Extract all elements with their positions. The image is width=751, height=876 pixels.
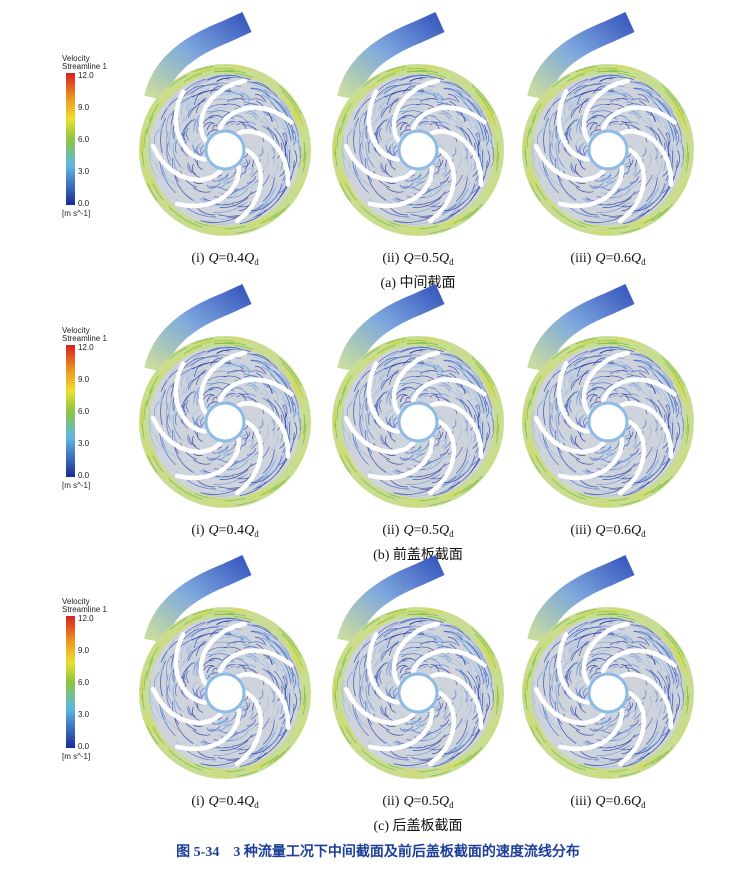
flow-symbol: Q xyxy=(439,794,449,809)
flow-subscript: d xyxy=(254,800,259,810)
case-label: (iii) xyxy=(570,794,591,809)
colorbar xyxy=(66,73,75,205)
legend-subtitle: Streamline 1 xyxy=(62,605,107,614)
flow-symbol: Q xyxy=(403,794,413,809)
flow-symbol: Q xyxy=(595,251,605,266)
case-label: (i) xyxy=(191,523,205,538)
panel-caption: (b) 前盖板截面 xyxy=(373,546,463,563)
flow-value: =0.4 xyxy=(219,523,244,538)
case-label: (iii) xyxy=(570,523,591,538)
case-label: (ii) xyxy=(382,251,399,266)
colorbar-tick-label: 3.0 xyxy=(78,167,90,176)
colorbar-tick-label: 9.0 xyxy=(78,646,90,655)
case-caption: (i) Q=0.4Qd xyxy=(191,251,259,267)
legend-subtitle: Streamline 1 xyxy=(62,334,107,343)
colorbar-tick-label: 6.0 xyxy=(78,135,90,144)
colorbar-unit: [m s^-1] xyxy=(62,209,90,218)
colorbar-unit: [m s^-1] xyxy=(62,481,90,490)
colorbar xyxy=(66,345,75,477)
colorbar-tick-label: 6.0 xyxy=(78,678,90,687)
flow-symbol: Q xyxy=(209,794,219,809)
flow-value: =0.6 xyxy=(606,523,631,538)
flow-subscript: d xyxy=(641,800,646,810)
flow-symbol: Q xyxy=(631,523,641,538)
colorbar-tick-label: 12.0 xyxy=(78,71,94,80)
case-label: (i) xyxy=(191,794,205,809)
flow-subscript: d xyxy=(254,257,259,267)
colorbar-tick-label: 9.0 xyxy=(78,375,90,384)
flow-symbol: Q xyxy=(595,794,605,809)
flow-symbol: Q xyxy=(439,251,449,266)
case-caption: (i) Q=0.4Qd xyxy=(191,523,259,539)
streamline-plot xyxy=(139,294,311,508)
flow-value: =0.4 xyxy=(219,251,244,266)
case-label: (i) xyxy=(191,251,205,266)
flow-subscript: d xyxy=(449,257,454,267)
streamline-plot xyxy=(332,22,504,236)
case-caption: (ii) Q=0.5Qd xyxy=(382,794,454,810)
case-caption: (ii) Q=0.5Qd xyxy=(382,523,454,539)
flow-symbol: Q xyxy=(595,523,605,538)
flow-subscript: d xyxy=(254,529,259,539)
flow-symbol: Q xyxy=(244,794,254,809)
case-label: (ii) xyxy=(382,794,399,809)
legend-title: Velocity xyxy=(62,597,90,606)
legend-title: Velocity xyxy=(62,54,90,63)
streamline-plot xyxy=(139,22,311,236)
case-label: (iii) xyxy=(570,251,591,266)
flow-value: =0.6 xyxy=(606,794,631,809)
case-caption: (ii) Q=0.5Qd xyxy=(382,251,454,267)
panel-caption: (c) 后盖板截面 xyxy=(373,818,462,834)
figure-caption: 图 5-34 3 种流量工况下中间截面及前后盖板截面的速度流线分布 xyxy=(176,843,580,860)
case-caption: (iii) Q=0.6Qd xyxy=(570,523,646,539)
flow-symbol: Q xyxy=(244,523,254,538)
colorbar xyxy=(66,616,75,748)
streamline-plot xyxy=(522,294,694,508)
flow-subscript: d xyxy=(641,257,646,267)
flow-value: =0.6 xyxy=(606,251,631,266)
panel-caption: (a) 中间截面 xyxy=(380,275,455,291)
colorbar-tick-label: 6.0 xyxy=(78,407,90,416)
streamline-plot xyxy=(332,294,504,508)
flow-symbol: Q xyxy=(244,251,254,266)
flow-value: =0.5 xyxy=(414,794,439,809)
flow-symbol: Q xyxy=(403,523,413,538)
colorbar-tick-label: 12.0 xyxy=(78,343,94,352)
case-label: (ii) xyxy=(382,523,399,538)
colorbar-tick-label: 12.0 xyxy=(78,614,94,623)
flow-value: =0.4 xyxy=(219,794,244,809)
flow-subscript: d xyxy=(449,529,454,539)
case-caption: (iii) Q=0.6Qd xyxy=(570,794,646,810)
colorbar-unit: [m s^-1] xyxy=(62,752,90,761)
colorbar-tick-label: 0.0 xyxy=(78,471,90,480)
colorbar-tick-label: 0.0 xyxy=(78,742,90,751)
legend-subtitle: Streamline 1 xyxy=(62,62,107,71)
colorbar-tick-label: 3.0 xyxy=(78,710,90,719)
flow-subscript: d xyxy=(449,800,454,810)
flow-value: =0.5 xyxy=(414,251,439,266)
flow-value: =0.5 xyxy=(414,523,439,538)
legend-title: Velocity xyxy=(62,326,90,335)
flow-symbol: Q xyxy=(209,251,219,266)
case-caption: (iii) Q=0.6Qd xyxy=(570,251,646,267)
flow-symbol: Q xyxy=(631,251,641,266)
streamline-plot xyxy=(332,565,504,779)
flow-symbol: Q xyxy=(403,251,413,266)
flow-symbol: Q xyxy=(439,523,449,538)
streamline-plot xyxy=(522,565,694,779)
case-caption: (i) Q=0.4Qd xyxy=(191,794,259,810)
streamline-plot xyxy=(139,565,311,779)
flow-symbol: Q xyxy=(209,523,219,538)
flow-subscript: d xyxy=(641,529,646,539)
flow-symbol: Q xyxy=(631,794,641,809)
streamline-plot xyxy=(522,22,694,236)
colorbar-tick-label: 3.0 xyxy=(78,439,90,448)
colorbar-tick-label: 0.0 xyxy=(78,199,90,208)
colorbar-tick-label: 9.0 xyxy=(78,103,90,112)
